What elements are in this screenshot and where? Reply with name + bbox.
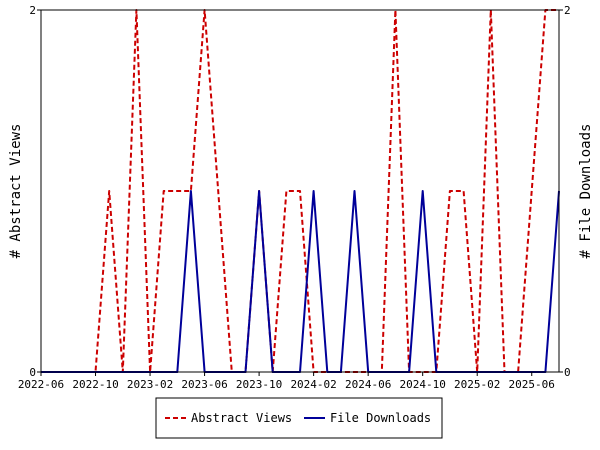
- legend-label-file-downloads: File Downloads: [330, 411, 431, 425]
- legend-label-abstract-views: Abstract Views: [191, 411, 292, 425]
- x-tick-label: 2023-02: [127, 378, 173, 391]
- x-tick-label: 2022-06: [18, 378, 64, 391]
- left-axis-title: # Abstract Views: [8, 124, 24, 259]
- left-y-tick-label: 0: [29, 366, 36, 379]
- x-tick-label: 2022-10: [72, 378, 118, 391]
- x-tick-label: 2023-10: [236, 378, 282, 391]
- x-tick-label: 2023-06: [181, 378, 227, 391]
- right-y-tick-label: 0: [564, 366, 571, 379]
- x-tick-label: 2024-06: [345, 378, 391, 391]
- plot-frame: [40, 9, 560, 373]
- legend: Abstract Views File Downloads: [155, 397, 443, 439]
- axis-ticks: 2022-06 2022-10 2023-02 2023-06 2023-10 2024-…: [18, 4, 571, 391]
- x-tick-label: 2024-02: [290, 378, 336, 391]
- left-y-tick-label: 2: [29, 4, 36, 17]
- x-tick-label: 2025-06: [509, 378, 555, 391]
- axis-titles: # Abstract Views # File Downloads: [8, 124, 594, 259]
- x-tick-label: 2024-10: [400, 378, 446, 391]
- legend-box: [155, 397, 443, 439]
- series-line-abstract-views: [41, 9, 559, 373]
- right-axis-title: # File Downloads: [578, 124, 594, 259]
- right-y-tick-label: 2: [564, 4, 571, 17]
- x-tick-label: 2025-02: [454, 378, 500, 391]
